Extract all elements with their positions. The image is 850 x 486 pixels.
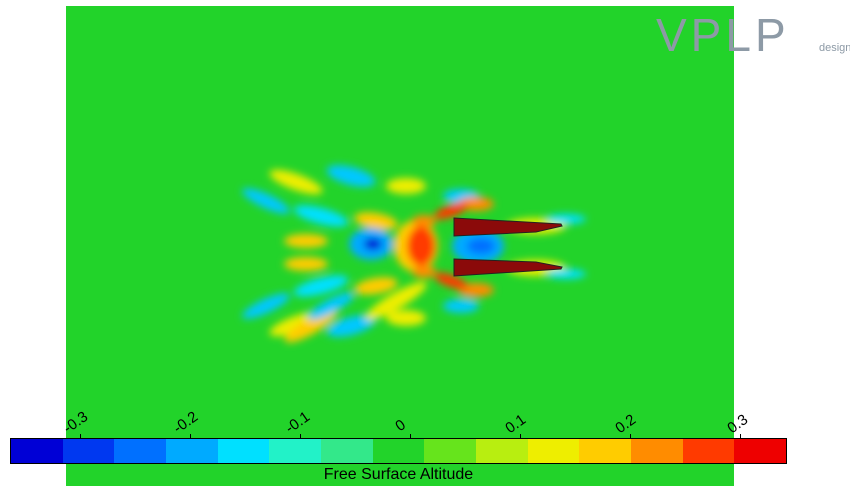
colorbar-segment <box>217 439 270 463</box>
tick-mark <box>190 434 191 438</box>
hull-upper <box>453 217 563 237</box>
colorbar-segment <box>476 439 528 463</box>
tick-mark <box>520 434 521 438</box>
tick-mark <box>300 434 301 438</box>
colorbar-segment <box>321 439 373 463</box>
wave-pattern <box>242 165 586 343</box>
vplp-design-logo: VPLP design <box>656 8 850 61</box>
colorbar-segment <box>372 439 425 463</box>
colorbar-segment <box>11 439 63 463</box>
colorbar-segment <box>62 439 115 463</box>
contour-field <box>242 165 586 343</box>
free-surface-contour-plot <box>66 6 734 486</box>
colorbar <box>10 438 787 464</box>
tick-mark <box>630 434 631 438</box>
colorbar-segment <box>631 439 683 463</box>
logo-mark: VPLP <box>656 9 790 61</box>
colorbar-segment <box>424 439 477 463</box>
colorbar-segment <box>734 439 787 463</box>
colorbar-segment <box>269 439 322 463</box>
tick-mark <box>80 434 81 438</box>
tick-mark <box>410 434 411 438</box>
colorbar-segment <box>527 439 580 463</box>
colorbar-title: Free Surface Altitude <box>323 466 474 483</box>
logo-sub: design <box>819 42 850 54</box>
tick-mark <box>740 434 741 438</box>
colorbar-segment <box>682 439 735 463</box>
hull-lower <box>453 258 563 277</box>
colorbar-segment <box>579 439 632 463</box>
colorbar-segment <box>166 439 218 463</box>
colorbar-segment <box>114 439 167 463</box>
